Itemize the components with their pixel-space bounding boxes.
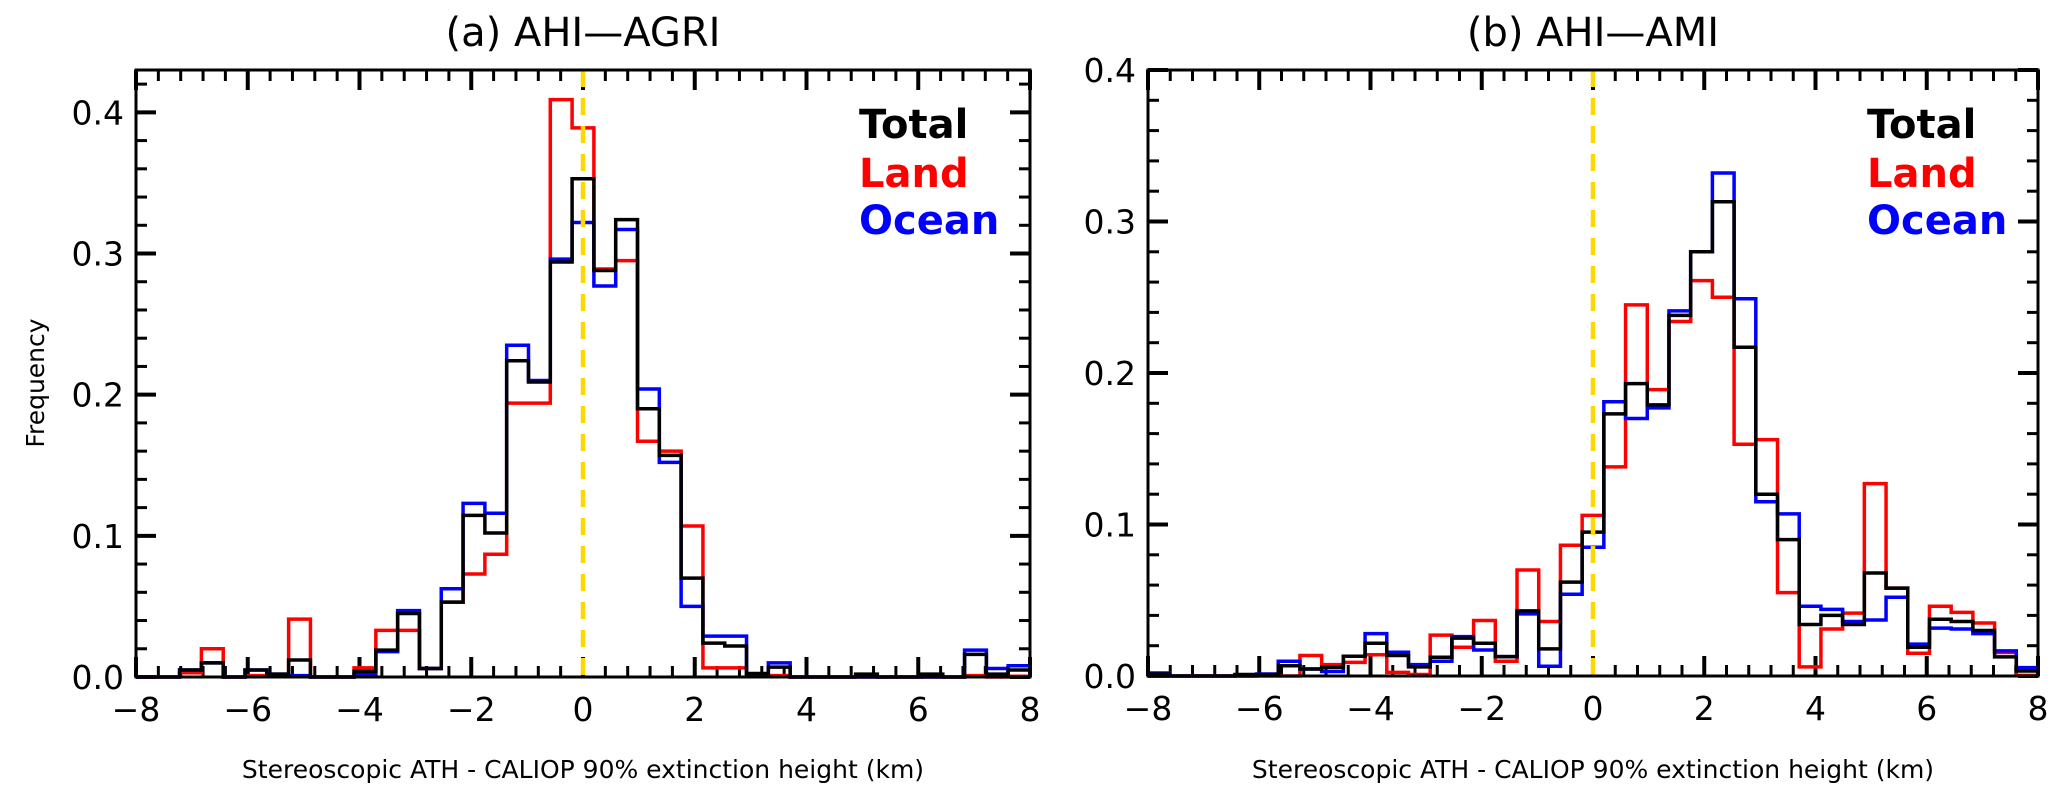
- panel-a-x-axis-label: Stereoscopic ATH - CALIOP 90% extinction…: [242, 755, 924, 784]
- y-tick-label: 0.3: [1084, 203, 1136, 242]
- panel-b-x-tick-labels: −8 −6 −4 −2 0 2 4 6 8: [1124, 689, 2049, 728]
- legend-total: Total: [1867, 102, 1976, 148]
- x-tick-label: −2: [447, 690, 496, 729]
- legend-ocean: Ocean: [859, 198, 999, 244]
- y-tick-label: 0.1: [72, 517, 124, 556]
- panel-b-y-tick-labels: 0.0 0.1 0.2 0.3 0.4: [1084, 51, 1136, 696]
- y-tick-label: 0.2: [1084, 354, 1136, 393]
- y-tick-label: 0.0: [72, 658, 124, 697]
- panel-a-title: (a) AHI—AGRI: [446, 10, 721, 56]
- panel-a-legend: Total Land Ocean: [859, 102, 999, 244]
- x-tick-label: −2: [1457, 689, 1506, 728]
- y-tick-label: 0.4: [72, 93, 124, 132]
- panel-b-x-axis-label: Stereoscopic ATH - CALIOP 90% extinction…: [1252, 755, 1934, 784]
- panel-a-plot-frame: [134, 68, 1032, 679]
- legend-land: Land: [1867, 151, 1977, 197]
- x-tick-label: 0: [1583, 689, 1604, 728]
- legend-ocean: Ocean: [1867, 198, 2007, 244]
- panel-b: (b) AHI—AMI Stereoscopic ATH - CALIOP 90…: [1084, 10, 2049, 784]
- y-tick-label: 0.2: [72, 376, 124, 415]
- panel-b-series: [1146, 171, 2040, 678]
- legend-land: Land: [859, 151, 969, 197]
- x-tick-label: −4: [335, 690, 384, 729]
- x-tick-label: 8: [1020, 690, 1041, 729]
- y-tick-label: 0.3: [72, 235, 124, 274]
- x-tick-label: 4: [1805, 689, 1826, 728]
- panel-a: (a) AHI—AGRI Frequency Stereoscopic ATH …: [21, 10, 1041, 784]
- x-tick-label: 0: [573, 690, 594, 729]
- x-tick-label: 4: [796, 690, 817, 729]
- panel-a-y-axis-label: Frequency: [21, 318, 50, 447]
- x-tick-label: 8: [2028, 689, 2049, 728]
- panel-a-y-tick-labels: 0.0 0.1 0.2 0.3 0.4: [72, 93, 124, 697]
- x-tick-label: 2: [1694, 689, 1715, 728]
- x-tick-label: −8: [1124, 689, 1173, 728]
- y-tick-label: 0.0: [1084, 657, 1136, 696]
- panel-b-plot-frame: [1146, 68, 2040, 678]
- legend-total: Total: [859, 102, 968, 148]
- x-tick-label: 6: [1916, 689, 1937, 728]
- y-tick-label: 0.4: [1084, 51, 1136, 90]
- panel-b-title: (b) AHI—AMI: [1467, 10, 1719, 56]
- series-total-step-line: [1146, 200, 2040, 678]
- x-tick-label: 2: [684, 690, 705, 729]
- panel-a-x-tick-labels: −8 −6 −4 −2 0 2 4 6 8: [112, 690, 1041, 729]
- y-tick-label: 0.1: [1084, 506, 1136, 545]
- x-tick-label: −6: [223, 690, 272, 729]
- panel-b-legend: Total Land Ocean: [1867, 102, 2007, 244]
- x-tick-label: −4: [1346, 689, 1395, 728]
- x-tick-label: −8: [112, 690, 161, 729]
- x-tick-label: 6: [908, 690, 929, 729]
- x-tick-label: −6: [1235, 689, 1284, 728]
